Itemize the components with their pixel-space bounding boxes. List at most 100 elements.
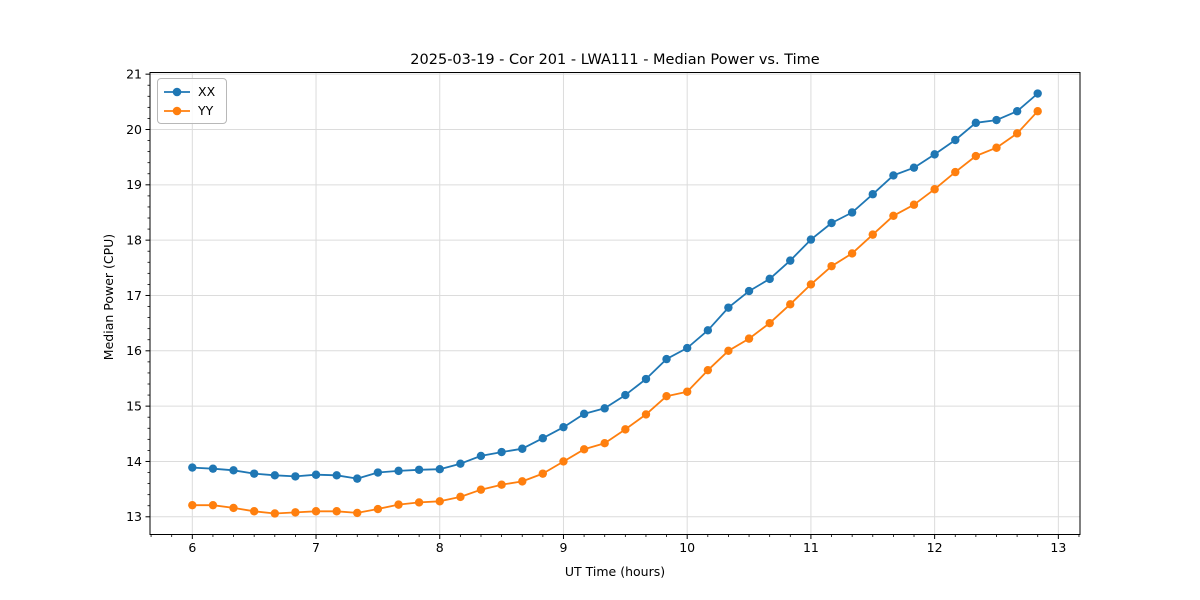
data-point-XX <box>1012 107 1022 116</box>
data-point-XX <box>992 115 1001 125</box>
data-point-YY <box>373 504 383 514</box>
data-point-XX <box>909 163 919 172</box>
legend-label: XX <box>198 84 216 99</box>
data-point-XX <box>744 286 754 296</box>
data-point-YY <box>868 230 877 239</box>
data-point-YY <box>394 500 403 509</box>
data-point-XX <box>579 409 589 419</box>
data-point-XX <box>414 465 424 474</box>
data-point-YY <box>806 280 816 289</box>
data-point-XX <box>332 471 341 480</box>
data-point-YY <box>497 480 506 489</box>
data-point-XX <box>518 444 527 453</box>
data-point-YY <box>208 500 218 510</box>
x-tick-label: 12 <box>927 540 943 555</box>
data-point-XX <box>311 470 321 479</box>
data-point-XX <box>889 171 898 180</box>
x-tick-label: 8 <box>436 540 444 555</box>
data-point-YY <box>579 445 589 454</box>
data-point-XX <box>249 469 259 478</box>
data-point-YY <box>703 365 713 375</box>
data-point-XX <box>827 218 836 228</box>
chart-title: 2025-03-19 - Cor 201 - LWA111 - Median P… <box>410 52 820 68</box>
data-point-YY <box>353 508 362 518</box>
data-point-XX <box>951 135 960 145</box>
data-point-XX <box>600 404 609 413</box>
y-axis-label: Median Power (CPU) <box>101 233 116 361</box>
y-tick-label: 21 <box>126 66 142 81</box>
data-point-XX <box>868 190 877 199</box>
data-point-YY <box>559 457 568 466</box>
series-line-XX <box>192 92 1039 480</box>
x-tick-label: 13 <box>1050 540 1066 555</box>
legend-sample-line-icon <box>164 106 190 115</box>
data-point-YY <box>724 346 733 356</box>
data-point-YY <box>621 425 630 434</box>
legend-item-yy: YY <box>163 101 226 120</box>
data-point-XX <box>559 422 568 432</box>
data-point-XX <box>456 459 465 468</box>
x-tick-label: 6 <box>188 540 196 555</box>
data-point-YY <box>229 503 238 513</box>
data-point-XX <box>682 343 692 353</box>
data-point-YY <box>971 151 981 161</box>
data-point-YY <box>889 211 898 221</box>
data-point-XX <box>971 118 981 128</box>
data-point-XX <box>208 464 218 473</box>
x-tick-label: 10 <box>679 540 695 555</box>
x-tick-label: 7 <box>312 540 320 555</box>
data-point-XX <box>1033 89 1042 98</box>
data-point-XX <box>188 463 197 472</box>
data-point-XX <box>476 451 486 461</box>
plot-border <box>149 72 1081 535</box>
data-point-YY <box>909 200 919 209</box>
data-point-YY <box>1012 129 1022 138</box>
data-point-XX <box>229 466 238 475</box>
data-point-XX <box>786 256 795 265</box>
data-point-YY <box>1033 107 1042 116</box>
data-point-XX <box>724 303 733 312</box>
data-point-YY <box>682 387 692 396</box>
data-point-YY <box>827 261 836 271</box>
y-tick-label: 20 <box>126 122 142 137</box>
legend-item-xx: XX <box>163 82 226 101</box>
y-tick-label: 13 <box>126 509 142 524</box>
legend-sample-line-icon <box>164 87 190 96</box>
data-point-YY <box>414 498 424 507</box>
y-tick-label: 19 <box>126 177 142 192</box>
x-tick-label: 11 <box>803 540 819 555</box>
data-point-YY <box>188 500 197 510</box>
data-point-XX <box>703 326 713 335</box>
data-point-YY <box>270 509 280 518</box>
y-tick-label: 15 <box>126 398 142 413</box>
data-point-YY <box>538 469 548 478</box>
data-point-YY <box>476 485 486 494</box>
data-point-YY <box>249 507 259 516</box>
data-point-YY <box>456 492 465 502</box>
data-point-YY <box>518 477 527 486</box>
data-point-YY <box>744 334 754 343</box>
legend-label: YY <box>198 103 214 118</box>
data-point-XX <box>435 465 444 474</box>
data-point-YY <box>847 249 857 258</box>
data-point-XX <box>806 235 816 244</box>
data-point-YY <box>600 439 609 448</box>
data-point-XX <box>353 474 362 483</box>
data-point-XX <box>538 434 548 443</box>
data-point-YY <box>930 185 939 194</box>
data-point-YY <box>992 143 1001 152</box>
data-point-XX <box>662 354 671 364</box>
data-point-XX <box>394 466 403 476</box>
data-point-XX <box>765 274 774 284</box>
data-point-YY <box>765 318 774 328</box>
data-point-YY <box>435 497 444 506</box>
y-tick-label: 18 <box>126 232 142 247</box>
data-point-XX <box>270 471 280 480</box>
x-axis-label: UT Time (hours) <box>564 564 666 579</box>
series-line-YY <box>192 110 1039 515</box>
data-point-YY <box>641 410 651 419</box>
y-tick-label: 16 <box>126 343 142 358</box>
x-tick-label: 9 <box>559 540 567 555</box>
